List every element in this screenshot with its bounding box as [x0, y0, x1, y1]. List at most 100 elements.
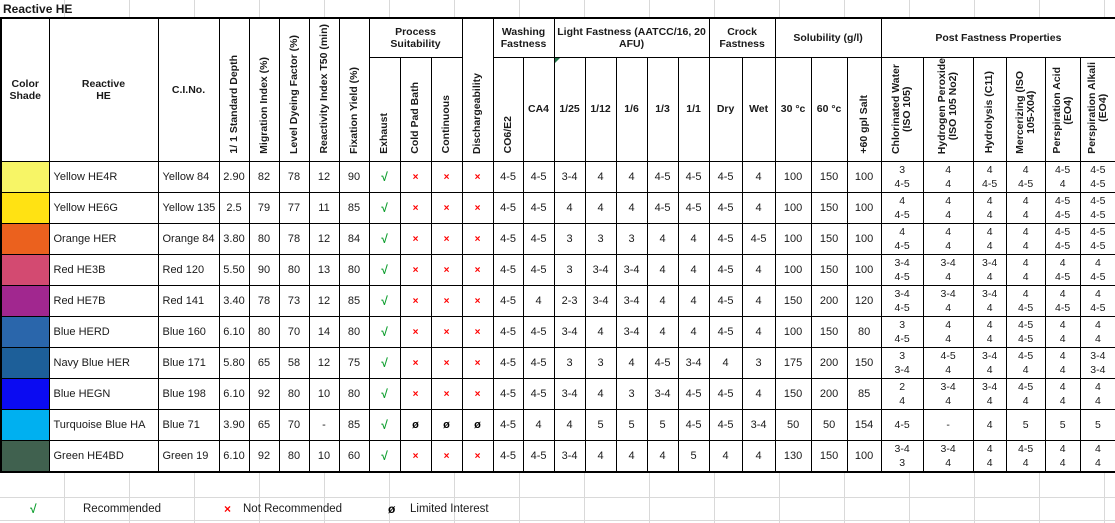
- cold-pad-bath-cell: ×: [399, 284, 432, 317]
- standard-depth-cell: 6.10: [218, 377, 250, 410]
- table-row: Turquoise Blue HA Blue 71 3.90 65 70 - 8…: [0, 408, 1115, 441]
- cross-icon: ×: [443, 171, 450, 183]
- reactivity-index-cell: 12: [308, 346, 340, 379]
- light-fastness-cell: 3-4: [615, 284, 648, 317]
- hydrogen-peroxide-cell: 3-4 4: [922, 439, 974, 473]
- light-fastness-cell: 4: [553, 191, 586, 224]
- solubility-60c-cell: 150: [810, 222, 848, 255]
- crock-wet-cell: 4: [741, 377, 776, 410]
- limited-interest-icon: ø: [388, 501, 396, 516]
- col-header-fixation-yield: Fixation Yield (%): [338, 17, 370, 162]
- solubility-salt-cell: 80: [846, 315, 882, 348]
- crock-wet-cell: 3-4: [741, 408, 776, 441]
- mercerizing-cell: 4 4-5: [1005, 284, 1046, 317]
- check-icon: √: [381, 262, 388, 277]
- light-fastness-cell: 4-5: [646, 346, 679, 379]
- light-fastness-cell: 3-4: [584, 284, 617, 317]
- crock-wet-cell: 4: [741, 284, 776, 317]
- col-header-lf-1-1: 1/1: [677, 56, 710, 162]
- continuous-cell: ×: [430, 191, 463, 224]
- col-header-mercerizing: Mercerizing (ISO 105-X04): [1005, 56, 1046, 162]
- standard-depth-cell: 3.90: [218, 408, 250, 441]
- cold-pad-bath-cell: ×: [399, 253, 432, 286]
- cross-icon: ×: [443, 326, 450, 338]
- sheet-title: Reactive HE: [0, 0, 1115, 17]
- ci-number-cell: Red 141: [157, 284, 220, 317]
- dye-name-cell: Red HE7B: [48, 284, 159, 317]
- col-header-lf-1-3: 1/3: [646, 56, 679, 162]
- hydrolysis-cell: 4 4-5: [972, 160, 1007, 193]
- reactivity-index-cell: 10: [308, 377, 340, 410]
- color-swatch: [0, 346, 50, 379]
- cross-icon: ×: [474, 357, 481, 369]
- exhaust-cell: √: [368, 315, 401, 348]
- light-fastness-cell: 5: [584, 408, 617, 441]
- reactivity-index-cell: 13: [308, 253, 340, 286]
- legend: √ Recommended × Not Recommended ø Limite…: [0, 472, 1115, 523]
- light-fastness-cell: 3-4: [553, 377, 586, 410]
- col-header-ci-no: C.I.No.: [157, 17, 220, 162]
- dye-name-cell: Turquoise Blue HA: [48, 408, 159, 441]
- cold-pad-bath-cell: ×: [399, 346, 432, 379]
- level-dyeing-factor-cell: 58: [278, 346, 310, 379]
- washing-ca4-cell: 4-5: [522, 439, 555, 473]
- legend-label-limited-interest: Limited Interest: [410, 502, 489, 515]
- migration-index-cell: 92: [248, 377, 280, 410]
- cross-icon: ×: [474, 388, 481, 400]
- solubility-salt-cell: 100: [846, 191, 882, 224]
- light-fastness-cell: 3-4: [615, 253, 648, 286]
- color-swatch: [0, 253, 50, 286]
- cross-icon: ×: [412, 295, 419, 307]
- washing-ca4-cell: 4-5: [522, 346, 555, 379]
- dye-name-cell: Orange HER: [48, 222, 159, 255]
- color-swatch: [0, 284, 50, 317]
- solubility-30c-cell: 50: [774, 408, 812, 441]
- standard-depth-cell: 3.40: [218, 284, 250, 317]
- migration-index-cell: 82: [248, 160, 280, 193]
- light-fastness-cell: 4-5: [646, 191, 679, 224]
- gridline: [0, 519, 1115, 521]
- migration-index-cell: 78: [248, 284, 280, 317]
- perspiration-alkali-cell: 3-4 3-4: [1079, 346, 1115, 379]
- cross-icon: ×: [443, 202, 450, 214]
- perspiration-alkali-cell: 4 4-5: [1079, 253, 1115, 286]
- cross-icon: ×: [412, 450, 419, 462]
- continuous-cell: ×: [430, 439, 463, 473]
- chlorinated-water-cell: 4-5: [880, 408, 924, 441]
- crock-dry-cell: 4: [708, 346, 743, 379]
- col-header-sol-60c: 60 °c: [810, 56, 848, 162]
- hydrolysis-cell: 3-4 4: [972, 377, 1007, 410]
- col-header-perspiration-acid: Perspiration Acid (EO4): [1044, 56, 1081, 162]
- level-dyeing-factor-cell: 80: [278, 377, 310, 410]
- washing-co6-cell: 4-5: [492, 284, 524, 317]
- ci-number-cell: Green 19: [157, 439, 220, 473]
- perspiration-alkali-cell: 4 4-5: [1079, 284, 1115, 317]
- cold-pad-bath-cell: ×: [399, 222, 432, 255]
- solubility-salt-cell: 120: [846, 284, 882, 317]
- dischargeability-cell: ×: [461, 253, 494, 286]
- migration-index-cell: 92: [248, 439, 280, 473]
- ci-number-cell: Yellow 84: [157, 160, 220, 193]
- light-fastness-cell: 3: [584, 222, 617, 255]
- dischargeability-cell: ×: [461, 284, 494, 317]
- washing-co6-cell: 4-5: [492, 160, 524, 193]
- chlorinated-water-cell: 3-4 4-5: [880, 253, 924, 286]
- cold-pad-bath-cell: ×: [399, 160, 432, 193]
- light-fastness-cell: 3-4: [646, 377, 679, 410]
- dye-name-cell: Green HE4BD: [48, 439, 159, 473]
- check-icon: √: [381, 386, 388, 401]
- light-fastness-cell: 5: [677, 439, 710, 473]
- dye-name-cell: Blue HERD: [48, 315, 159, 348]
- mercerizing-cell: 5: [1005, 408, 1046, 441]
- table-row: Orange HER Orange 84 3.80 80 78 12 84 √ …: [0, 222, 1115, 255]
- cross-icon: ×: [412, 388, 419, 400]
- light-fastness-cell: 5: [646, 408, 679, 441]
- continuous-cell: ×: [430, 346, 463, 379]
